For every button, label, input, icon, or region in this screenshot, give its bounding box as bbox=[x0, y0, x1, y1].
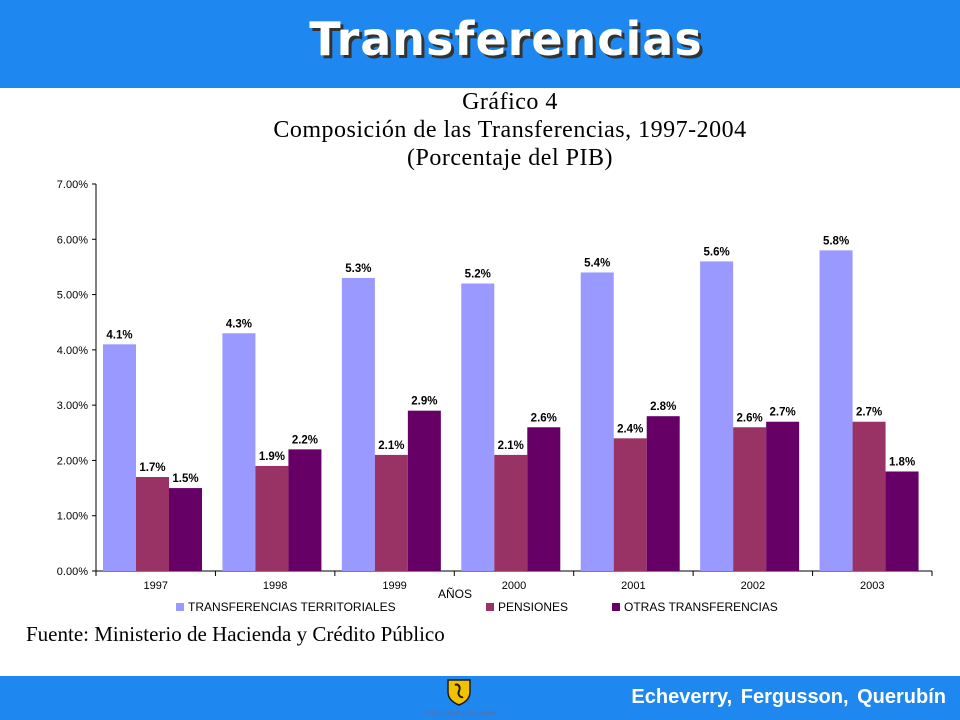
y-tick-label: 5.00% bbox=[57, 290, 88, 302]
data-label: 2.9% bbox=[411, 396, 437, 408]
legend-swatch bbox=[486, 603, 494, 611]
bar-chart: 0.00% 1.00% 2.00% 3.00% 4.00% 5.00% 6.00% 7.00%… bbox=[57, 179, 933, 614]
y-tick-label: 6.00% bbox=[57, 234, 88, 246]
y-tick-label: 7.00% bbox=[57, 179, 88, 191]
bar bbox=[288, 449, 322, 571]
bar bbox=[819, 250, 853, 571]
bar bbox=[255, 465, 289, 571]
authors: Echeverry, Fergusson, Querubín bbox=[631, 686, 946, 708]
x-tick-label: 2002 bbox=[741, 580, 765, 592]
y-tick-label: 4.00% bbox=[57, 345, 88, 357]
data-label: 5.4% bbox=[584, 257, 610, 269]
bar bbox=[494, 454, 528, 571]
x-axis-title: AÑOS bbox=[438, 587, 472, 601]
data-label: 1.9% bbox=[259, 451, 285, 463]
x-tick-label: 1998 bbox=[263, 580, 287, 592]
source-note: Fuente: Ministerio de Hacienda y Crédito… bbox=[26, 622, 445, 646]
data-label: 1.5% bbox=[172, 473, 198, 485]
legend-swatch bbox=[612, 603, 620, 611]
data-label: 4.3% bbox=[226, 318, 252, 330]
data-label: 2.8% bbox=[650, 401, 676, 413]
data-label: 2.7% bbox=[856, 407, 882, 419]
x-tick-label: 2003 bbox=[860, 580, 884, 592]
legend-label: TRANSFERENCIAS TERRITORIALES bbox=[188, 600, 396, 614]
y-tick-label: 1.00% bbox=[57, 511, 88, 523]
chart-subtitle-units: (Porcentaje del PIB) bbox=[407, 145, 613, 171]
y-tick-label: 2.00% bbox=[57, 455, 88, 467]
x-tick-label: 2000 bbox=[502, 580, 526, 592]
slide-title: Transferencias bbox=[309, 12, 703, 66]
bar bbox=[407, 410, 441, 571]
bar bbox=[580, 272, 614, 571]
data-label: 5.8% bbox=[823, 235, 849, 247]
bar bbox=[103, 344, 136, 571]
university-shield-icon bbox=[447, 679, 471, 706]
y-tick-label: 0.00% bbox=[57, 566, 88, 578]
y-tick-label: 3.00% bbox=[57, 400, 88, 412]
data-label: 2.2% bbox=[292, 434, 318, 446]
bar bbox=[852, 421, 886, 571]
bar bbox=[136, 477, 169, 571]
data-label: 2.7% bbox=[770, 407, 796, 419]
bar bbox=[461, 283, 495, 571]
bar bbox=[885, 471, 919, 571]
legend-swatch bbox=[176, 603, 184, 611]
bar bbox=[733, 427, 767, 571]
bar bbox=[766, 421, 800, 571]
x-tick-label: 1999 bbox=[382, 580, 406, 592]
legend-label: OTRAS TRANSFERENCIAS bbox=[624, 600, 778, 614]
bar bbox=[374, 454, 408, 571]
data-label: 4.1% bbox=[106, 329, 132, 341]
data-label: 2.4% bbox=[617, 423, 643, 435]
logo-caption: Universidad de los Andes bbox=[425, 709, 497, 717]
data-label: 5.2% bbox=[465, 269, 491, 281]
data-label: 2.1% bbox=[498, 440, 524, 452]
data-label: 5.3% bbox=[345, 263, 371, 275]
bar bbox=[700, 261, 734, 571]
chart-title-block: Gráfico 4 Composición de las Transferenc… bbox=[160, 88, 860, 172]
data-label: 1.7% bbox=[139, 462, 165, 474]
bar bbox=[341, 277, 375, 571]
chart-subtitle: Composición de las Transferencias, 1997-… bbox=[273, 117, 747, 143]
chart-title: Gráfico 4 bbox=[462, 89, 558, 115]
bar bbox=[222, 333, 256, 571]
data-label: 1.8% bbox=[889, 456, 915, 468]
bar bbox=[527, 427, 561, 571]
x-tick-label: 1997 bbox=[143, 580, 167, 592]
bar bbox=[646, 416, 680, 571]
bar bbox=[613, 438, 647, 571]
data-label: 2.6% bbox=[737, 412, 763, 424]
data-label: 2.1% bbox=[378, 440, 404, 452]
data-label: 5.6% bbox=[704, 246, 730, 258]
legend-label: PENSIONES bbox=[498, 600, 568, 614]
bar bbox=[169, 488, 202, 571]
x-tick-label: 2001 bbox=[621, 580, 645, 592]
footer-bar bbox=[0, 676, 960, 720]
data-label: 2.6% bbox=[531, 412, 557, 424]
title-bar bbox=[0, 0, 960, 88]
